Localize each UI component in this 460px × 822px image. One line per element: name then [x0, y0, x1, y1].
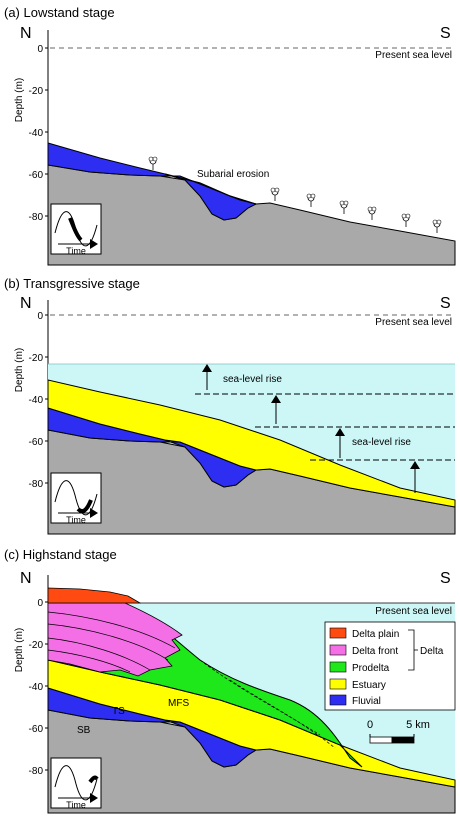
y-tick: 0	[37, 44, 43, 55]
scale-start: 0	[367, 719, 373, 731]
legend-label: Delta plain	[352, 629, 399, 640]
sea-level-curve-inset: Time	[50, 203, 102, 256]
y-tick: -80	[29, 766, 44, 777]
sea-level-curve-inset: Time	[50, 472, 102, 525]
time-label: Time	[66, 515, 86, 525]
panel-transgressive: (b) Transgressive stage N S 0 -20 -40 -6…	[4, 276, 456, 535]
sea-level-label: Present sea level	[375, 606, 452, 617]
panel-lowstand: (a) Lowstand stage N S 0 -20 -40 -60 -80…	[4, 5, 456, 266]
y-tick: -60	[29, 170, 44, 181]
south-label: S	[440, 25, 451, 42]
y-tick: -20	[29, 86, 44, 97]
y-tick: 0	[37, 311, 43, 322]
sb-label: SB	[77, 725, 91, 736]
time-label: Time	[66, 800, 86, 810]
y-tick: -40	[29, 395, 44, 406]
legend-label: Fluvial	[352, 696, 381, 707]
y-tick-labels: 0 -20 -40 -60 -80	[29, 44, 44, 223]
north-label: N	[20, 25, 32, 42]
legend-swatch-delta-front	[329, 644, 347, 656]
sea-level-steps	[195, 393, 455, 461]
scale-bar: 0 5 km	[367, 719, 430, 744]
legend-swatch-delta-plain	[329, 627, 347, 639]
fluvial-deposit	[47, 407, 258, 488]
sea-level-rise-arrows	[202, 364, 420, 493]
sea-level-rise-label: sea-level rise	[352, 437, 411, 448]
sea-level-rise-label: sea-level rise	[223, 374, 282, 385]
panel-title: (c) Highstand stage	[4, 547, 117, 562]
legend-swatch-estuary	[329, 678, 347, 690]
legend-swatch-fluvial	[329, 694, 347, 706]
y-axis-label: Depth (m)	[14, 78, 25, 122]
y-tick: -20	[29, 353, 44, 364]
ts-label: TS	[112, 706, 125, 717]
mfs-label: MFS	[168, 698, 189, 709]
sea-level-label: Present sea level	[375, 50, 452, 61]
legend: Delta plain Delta front Prodelta Estuary…	[324, 621, 456, 711]
y-tick: -60	[29, 724, 44, 735]
y-tick: -40	[29, 682, 44, 693]
south-label: S	[440, 295, 451, 312]
panel-title: (a) Lowstand stage	[4, 5, 115, 20]
y-axis-label: Depth (m)	[14, 628, 25, 672]
y-tick: -60	[29, 437, 44, 448]
fluvial-deposit	[47, 687, 258, 768]
north-label: N	[20, 295, 32, 312]
y-tick: -80	[29, 479, 44, 490]
legend-box	[324, 621, 456, 711]
panel-title: (b) Transgressive stage	[4, 276, 140, 291]
y-tick: -40	[29, 128, 44, 139]
sea-level-label: Present sea level	[375, 317, 452, 328]
legend-label: Prodelta	[352, 663, 390, 674]
y-tick: -20	[29, 640, 44, 651]
y-tick-labels: 0 -20 -40 -60 -80	[29, 311, 44, 490]
south-label: S	[440, 570, 451, 587]
y-ticks	[45, 47, 48, 217]
north-label: N	[20, 570, 32, 587]
y-axis-label: Depth (m)	[14, 348, 25, 392]
time-label: Time	[66, 246, 86, 256]
delta-plain-deposit	[47, 587, 142, 604]
legend-label: Delta front	[352, 646, 398, 657]
scale-end: 5 km	[406, 719, 430, 731]
legend-swatch-prodelta	[329, 661, 347, 673]
bedrock	[47, 164, 456, 266]
sea-level-curve-inset: Time	[50, 757, 102, 810]
estuary-deposit	[47, 379, 456, 508]
delta-front-deposit	[47, 602, 183, 677]
subarial-erosion-label: Subarial erosion	[197, 169, 269, 180]
legend-group-label: Delta	[420, 646, 444, 657]
y-tick: -80	[29, 212, 44, 223]
y-tick-labels: 0 -20 -40 -60 -80	[29, 598, 44, 777]
panel-highstand: (c) Highstand stage N S 0 -20 -40 -60 -8…	[4, 547, 456, 814]
y-tick: 0	[37, 598, 43, 609]
erosion-surface	[164, 173, 257, 205]
legend-label: Estuary	[352, 680, 386, 691]
clinoform-lines	[47, 611, 336, 749]
